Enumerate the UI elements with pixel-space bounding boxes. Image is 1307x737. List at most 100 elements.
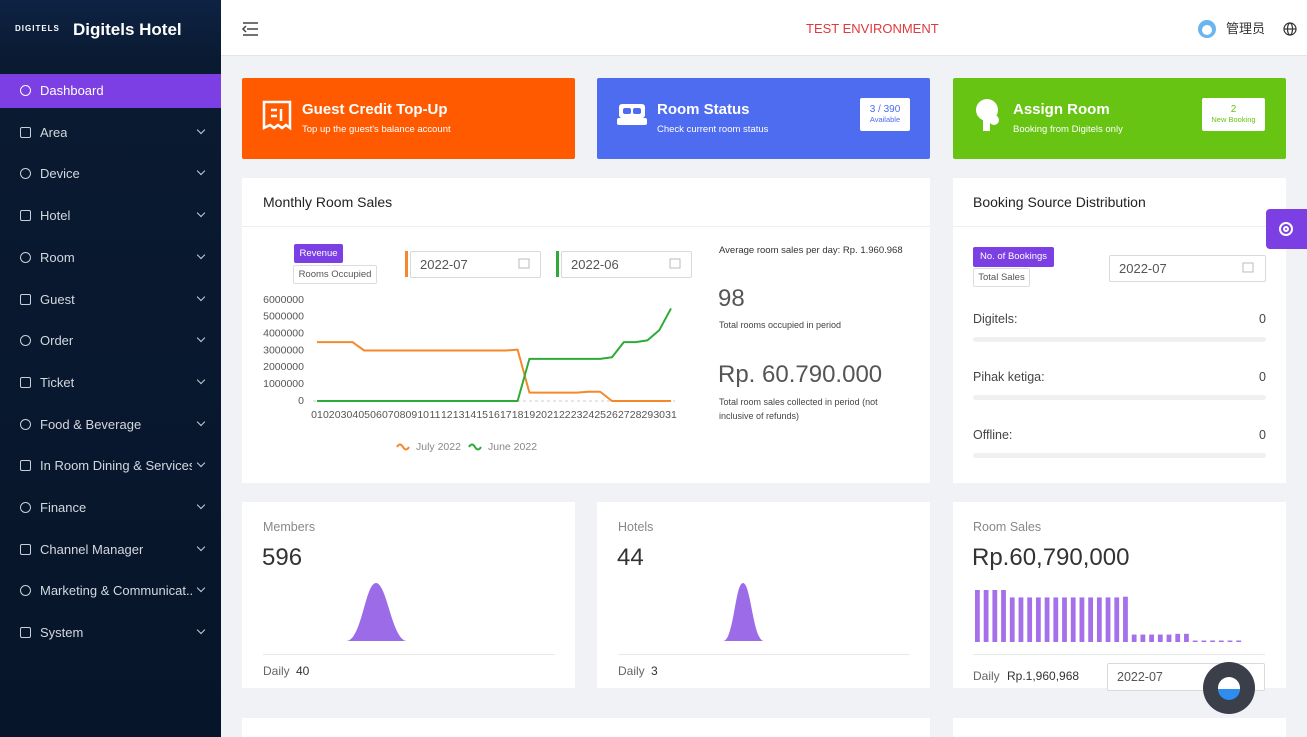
daily-label: Daily xyxy=(263,664,290,678)
menu-item[interactable]: Device xyxy=(0,157,221,191)
action-card[interactable]: Assign Room Booking from Digitels only 2… xyxy=(953,78,1286,159)
card-subtitle: Top up the guest's balance account xyxy=(302,124,451,135)
card-title: Guest Credit Top-Up xyxy=(302,101,448,118)
menu-icon xyxy=(20,293,31,305)
menu-item[interactable]: Ticket xyxy=(0,366,221,400)
menu-icon xyxy=(20,460,31,472)
menu-icon xyxy=(20,502,31,513)
date-input[interactable]: 2022-06 xyxy=(561,251,692,278)
date-accent xyxy=(556,251,559,277)
menu-label: Device xyxy=(40,166,80,182)
toggle[interactable]: Rooms Occupied xyxy=(293,265,377,284)
divider xyxy=(973,654,1265,655)
environment: TEST ENVIRONMENT xyxy=(806,21,939,36)
stat-card: Room Sales Rp.60,790,000 Daily Rp.1,960,… xyxy=(953,502,1286,691)
stat-card: Hotels 44 Daily 3 xyxy=(597,502,930,688)
date-input[interactable]: 2022-07 xyxy=(1107,663,1265,691)
sidebar: DIGITELS Digitels Hotel Dashboard Area Dev… xyxy=(0,0,221,737)
menu-label: Order xyxy=(40,333,74,349)
panel xyxy=(242,718,930,737)
action-card[interactable]: Room Status Check current room status 3 … xyxy=(597,78,930,159)
source-value: 0 xyxy=(1259,312,1266,326)
menu-icon xyxy=(20,543,31,555)
toggle-active[interactable]: Revenue xyxy=(294,244,343,263)
source-label: Digitels: xyxy=(973,312,1018,326)
menu-item[interactable]: Room xyxy=(0,241,221,275)
badge: 2 New Booking xyxy=(1202,98,1265,131)
divider xyxy=(263,654,555,655)
menu-icon xyxy=(20,85,31,96)
menu-label: Finance xyxy=(40,500,87,515)
daily-value: 3 xyxy=(651,664,658,678)
menu-chevron xyxy=(196,167,206,176)
menu-item[interactable]: Area xyxy=(0,116,221,150)
daily-value: Rp.1,960,968 xyxy=(1007,669,1080,683)
rooms-occupied: 98 xyxy=(718,285,745,312)
user-name[interactable]: 管理员 xyxy=(1226,21,1266,36)
stat-title: Room Sales xyxy=(973,520,1042,534)
menu-chevron xyxy=(196,125,206,134)
menu-icon xyxy=(20,585,31,597)
average-sales: Average room sales per day: Rp. 1.960.96… xyxy=(719,245,903,256)
toggle-active[interactable]: No. of Bookings xyxy=(973,247,1054,267)
card-title: Room Status xyxy=(657,101,750,118)
monthly-sales-panel: Monthly Room Sales Revenue Rooms Occupie… xyxy=(242,178,930,483)
menu-item[interactable]: In Room Dining & Services xyxy=(0,449,221,483)
menu-item[interactable]: System xyxy=(0,616,221,650)
badge-value: 3 / 390 xyxy=(869,104,901,115)
badge-label: Available xyxy=(869,115,901,124)
menu-item[interactable]: Food & Beverage xyxy=(0,408,221,442)
action-card[interactable]: Guest Credit Top-Up Top up the guest's b… xyxy=(242,78,575,159)
date-input[interactable]: 2022-07 xyxy=(410,251,541,278)
menu-chevron xyxy=(196,625,206,635)
total-sales-label: Total room sales collected in period (no… xyxy=(719,397,878,421)
menu-label: System xyxy=(40,625,84,641)
menu-icon xyxy=(20,210,31,222)
stat-title: Hotels xyxy=(618,520,654,534)
menu-icon xyxy=(20,168,31,180)
menu-chevron xyxy=(196,292,206,301)
menu-label: Room xyxy=(40,249,75,265)
menu-icon xyxy=(20,376,31,388)
menu-item[interactable]: Hotel xyxy=(0,199,221,233)
menu-chevron xyxy=(196,333,206,343)
menu-chevron xyxy=(196,375,206,385)
source-label: Pihak ketiga: xyxy=(973,370,1045,384)
card-title: Assign Room xyxy=(1013,101,1110,118)
daily-label: Daily xyxy=(618,664,645,678)
menu-chevron xyxy=(196,542,206,551)
settings-button[interactable] xyxy=(1266,209,1307,249)
menu-chevron xyxy=(196,250,206,260)
stat-value: 44 xyxy=(617,544,644,571)
source-bar xyxy=(973,395,1266,400)
menu-label: Hotel xyxy=(40,208,71,224)
badge-value: 2 xyxy=(1230,104,1237,115)
menu-item[interactable]: Dashboard xyxy=(0,74,221,108)
menu-item[interactable]: Channel Manager xyxy=(0,533,221,567)
rooms-occupied-label: Total rooms occupied in period xyxy=(719,320,842,330)
menu-label: In Room Dining & Services xyxy=(40,458,192,474)
menu-icon xyxy=(20,418,31,430)
menu-label: Area xyxy=(40,124,68,140)
panel-title: Booking Source Distribution xyxy=(973,194,1146,210)
badge-label: New Booking xyxy=(1211,115,1256,124)
menu-label: Ticket xyxy=(40,374,75,390)
menu-label: Food & Beverage xyxy=(40,416,142,432)
stat-value: Rp.60,790,000 xyxy=(972,544,1130,571)
menu-item[interactable]: Finance xyxy=(0,491,221,525)
source-bar xyxy=(973,337,1266,342)
date-input[interactable]: 2022-07 xyxy=(1109,255,1266,282)
menu-label: Marketing & Communicat... xyxy=(40,583,192,599)
source-label: Offline: xyxy=(973,428,1013,442)
menu-chevron xyxy=(196,417,206,426)
menu-chevron xyxy=(196,584,206,593)
brand: Digitels Hotel xyxy=(73,20,182,39)
menu-item[interactable]: Marketing & Communicat... xyxy=(0,574,221,608)
menu-item[interactable]: Guest xyxy=(0,283,221,317)
daily-label: Daily xyxy=(973,669,1000,683)
stat-card: Members 596 Daily 40 xyxy=(242,502,575,688)
menu-item[interactable]: Order xyxy=(0,324,221,358)
toggle[interactable]: Total Sales xyxy=(973,268,1030,287)
menu-chevron xyxy=(196,208,206,218)
